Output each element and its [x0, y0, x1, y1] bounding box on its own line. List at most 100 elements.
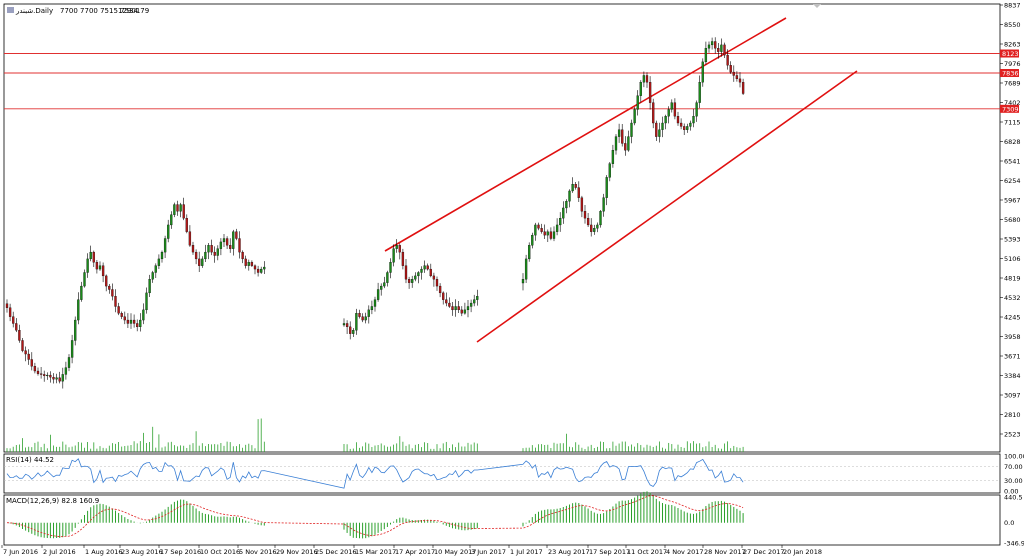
candle-body: [36, 370, 40, 374]
price-tick-label: 6541: [1004, 158, 1021, 166]
candle-body: [689, 122, 692, 127]
candle-body: [710, 41, 714, 46]
candle-body: [726, 54, 729, 66]
candle-body: [642, 75, 646, 83]
candle-body: [537, 224, 540, 229]
channel-lower-line[interactable]: [476, 70, 858, 343]
candle-body: [98, 265, 102, 270]
price-tick-label: 2523: [1004, 431, 1021, 439]
price-tick-label: 5393: [1004, 236, 1021, 244]
price-tag-box: [1000, 49, 1019, 58]
time-tick-label: 1 Jul 2017: [510, 548, 543, 556]
collapse-icon[interactable]: [813, 4, 821, 8]
candles: [5, 37, 745, 389]
candle-body: [120, 313, 123, 317]
price-tag-box: [1000, 69, 1019, 78]
candle-body: [386, 272, 389, 283]
price-tick-label: 2810: [1004, 411, 1021, 419]
candle-body: [194, 251, 198, 260]
candle-body: [173, 204, 176, 215]
candle-body: [176, 204, 179, 212]
rsi-tick-label: 70.00: [1004, 463, 1023, 471]
candle-body: [571, 184, 574, 192]
candle-body: [417, 272, 420, 277]
volume-bars: [6, 418, 744, 452]
candle-body: [105, 275, 108, 287]
rsi-tick-label: 0.00: [1004, 488, 1018, 496]
candle-body: [562, 207, 565, 219]
candle-body: [404, 265, 408, 280]
macd-tick-label: 440.5: [1004, 494, 1023, 502]
candle-body: [167, 224, 170, 239]
price-tick-label: 3097: [1004, 392, 1021, 400]
price-tick-label: 5967: [1004, 197, 1021, 205]
candle-body: [521, 279, 525, 284]
candle-body: [364, 316, 367, 321]
candle-body: [170, 214, 173, 226]
candle-body: [549, 231, 553, 239]
candle-body: [661, 122, 664, 130]
candle-body: [18, 330, 21, 341]
price-tick-label: 8263: [1004, 41, 1021, 49]
price-tags: 8123 7836 7309: [1000, 49, 1019, 113]
candle-body: [24, 350, 27, 355]
time-tick-label: 4 Nov 2017: [666, 548, 704, 556]
candle-body: [27, 353, 30, 360]
candle-body: [673, 102, 677, 117]
candle-body: [157, 258, 161, 266]
candle-body: [241, 251, 244, 260]
rsi-axis: 100.00 70.00 30.00 0.00: [1004, 453, 1024, 496]
channel-upper-line[interactable]: [384, 17, 787, 252]
candle-body: [370, 306, 374, 311]
price-axis: 8837 8550 8263 7976 7689 7402 7115 6828 6541 6254…: [1000, 2, 1021, 439]
candle-body: [92, 251, 95, 263]
candle-body: [611, 150, 615, 164]
candle-body: [534, 224, 537, 236]
candle-body: [67, 357, 71, 368]
candle-body: [46, 374, 49, 377]
candle-body: [154, 265, 157, 273]
candle-body: [61, 374, 64, 382]
time-tick-label: 2 Jul 2016: [43, 548, 76, 556]
candle-body: [574, 184, 577, 188]
candle-body: [473, 299, 476, 304]
candle-body: [704, 48, 708, 63]
candle-body: [543, 231, 546, 236]
candle-body: [531, 234, 534, 246]
candle-body: [630, 122, 633, 137]
macd-tick-label: 0.0: [1004, 519, 1014, 527]
candle-body: [540, 228, 543, 232]
candle-body: [683, 126, 686, 130]
time-tick-label: 23 Aug 2017: [548, 548, 590, 556]
candle-body: [658, 129, 661, 137]
price-tick-label: 8837: [1004, 2, 1021, 10]
candle-body: [735, 75, 739, 80]
candle-body: [577, 187, 580, 198]
price-tick-label: 5680: [1004, 216, 1021, 224]
price-tick-label: 3384: [1004, 372, 1021, 380]
candle-body: [126, 319, 130, 324]
price-tag-label: 8123: [1002, 50, 1019, 58]
time-tick-label: 28 Nov 2017: [704, 548, 746, 556]
candle-body: [411, 279, 414, 283]
candle-body: [219, 241, 223, 249]
candle-body: [95, 262, 99, 270]
trend-channel: [384, 17, 858, 343]
candle-body: [355, 313, 358, 331]
candle-body: [5, 303, 9, 308]
rsi-series: [4, 458, 1000, 489]
candle-body: [679, 122, 683, 127]
candle-body: [163, 238, 167, 253]
time-tick-label: 10 May 2017: [434, 548, 476, 556]
candle-body: [698, 82, 701, 103]
candle-body: [15, 323, 18, 331]
candle-body: [123, 316, 126, 321]
candle-body: [21, 340, 24, 351]
candle-body: [89, 251, 92, 260]
candle-body: [432, 275, 436, 280]
candle-body: [454, 306, 457, 311]
candle-body: [136, 323, 139, 328]
time-tick-label: 11 Oct 2017: [627, 548, 667, 556]
price-tick-label: 6828: [1004, 138, 1021, 146]
candle-body: [145, 292, 148, 311]
